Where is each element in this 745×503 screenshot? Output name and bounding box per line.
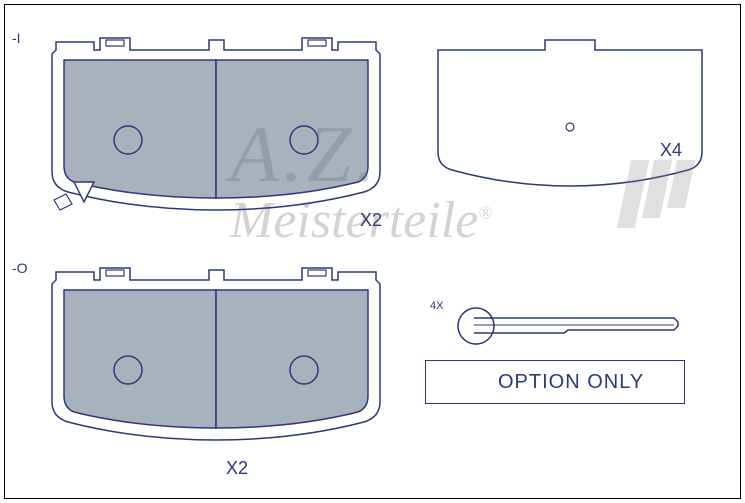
shim-plate [430, 32, 710, 192]
marker-label-o: -O [12, 260, 28, 276]
shim-qty: X4 [660, 140, 682, 161]
cotter-pin [428, 296, 688, 356]
pin-qty: 4X [430, 300, 443, 312]
brake-pad-lower [44, 262, 388, 448]
brake-pad-upper [44, 32, 388, 218]
pad-lower-qty: X2 [226, 458, 248, 479]
option-only-label: OPTION ONLY [498, 371, 644, 394]
pad-upper-qty: X2 [360, 210, 382, 231]
marker-label-i: -I [12, 30, 21, 46]
